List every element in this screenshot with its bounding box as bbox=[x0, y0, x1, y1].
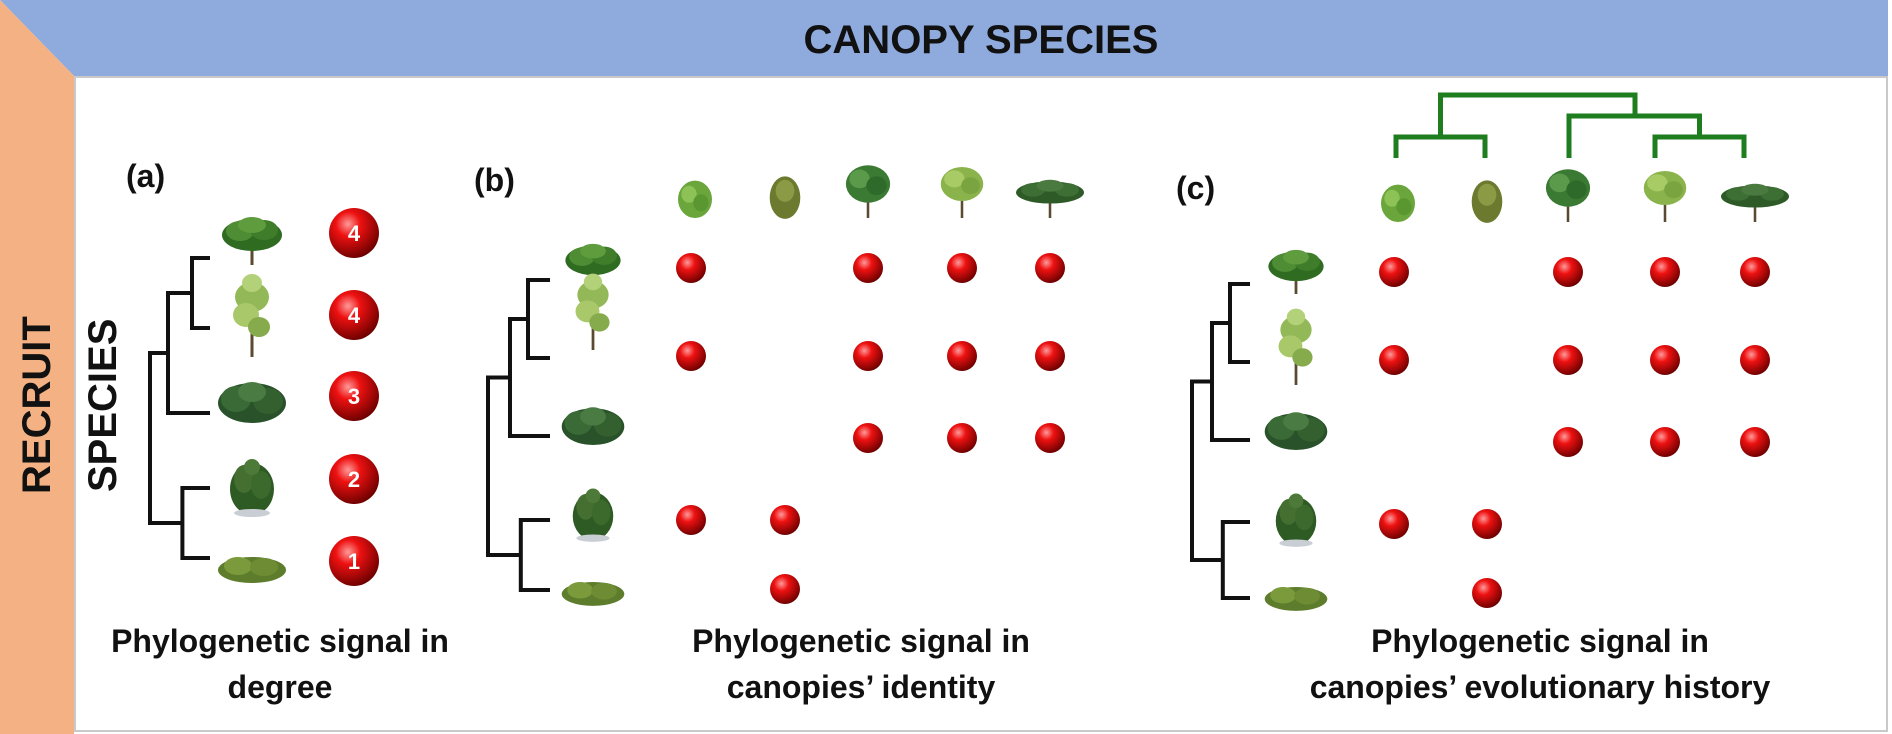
panel-a-shrub-icon bbox=[230, 459, 274, 517]
panel-a-degree-ball-1-label: 4 bbox=[348, 221, 361, 246]
panel-b-canopy-conical-bush-icon bbox=[769, 176, 801, 219]
panel-c-interaction-2-4 bbox=[1650, 345, 1680, 375]
panel-a-sparse-tree-icon bbox=[233, 274, 270, 357]
panel-b-recruit-tree-clade-4-5 bbox=[518, 518, 550, 592]
panel-b-interaction-5-2 bbox=[770, 574, 800, 604]
panel-c-recruit-low-shrub-icon bbox=[1264, 587, 1328, 611]
recruit-species-band bbox=[0, 0, 74, 734]
panel-b-interaction-3-5 bbox=[1035, 423, 1065, 453]
panel-b-caption-line-1: Phylogenetic signal in bbox=[692, 623, 1030, 659]
panel-b-interaction-1-5 bbox=[1035, 253, 1065, 283]
panel-c-interaction-1-5 bbox=[1740, 257, 1770, 287]
panel-c-canopy-small-bush-icon bbox=[1381, 184, 1415, 222]
panel-c-interaction-3-3 bbox=[1553, 427, 1583, 457]
panel-b-interaction-2-5 bbox=[1035, 341, 1065, 371]
panel-c-interaction-3-4 bbox=[1650, 427, 1680, 457]
panel-c-recruit-sparse-tree-icon bbox=[1278, 308, 1313, 385]
panel-b-caption-line-2: canopies’ identity bbox=[726, 669, 996, 705]
panel-c-recruit-tree-clade-4-5 bbox=[1220, 520, 1250, 600]
panel-a-recruit-tree-clade-1-3 bbox=[166, 291, 210, 415]
panel-b-recruit-sparse-tree-icon bbox=[575, 273, 610, 350]
panel-c-canopy-broad-tree-icon bbox=[1545, 169, 1591, 222]
panel-a-degree-ball-2 bbox=[329, 290, 379, 340]
panel-b-canopy-broad-tree-icon bbox=[845, 165, 891, 218]
panel-b-interaction-1-1 bbox=[676, 253, 706, 283]
panel-c-recruit-bush-icon bbox=[1264, 412, 1328, 450]
panel-c-interaction-2-3 bbox=[1553, 345, 1583, 375]
panel-a-degree-ball-3 bbox=[329, 371, 379, 421]
panel-a-label: (a) bbox=[126, 158, 166, 194]
canopy-species-title: CANOPY SPECIES bbox=[803, 18, 1159, 62]
panel-b-interaction-1-3 bbox=[853, 253, 883, 283]
panel-a-recruit-tree-clade-4-5 bbox=[180, 486, 210, 560]
panel-b-canopy-wide-tree-icon bbox=[1016, 179, 1084, 218]
panel-a-bush-icon bbox=[218, 382, 286, 423]
panel-c-interaction-1-4 bbox=[1650, 257, 1680, 287]
panel-b-interaction-3-3 bbox=[853, 423, 883, 453]
panel-c-interaction-2-1 bbox=[1379, 345, 1409, 375]
panel-a-degree-ball-5 bbox=[329, 536, 379, 586]
panel-b-caption: Phylogenetic signal in canopies’ identit… bbox=[636, 618, 1086, 710]
panel-a-degree-ball-4 bbox=[329, 454, 379, 504]
panel-c-caption: Phylogenetic signal in canopies’ evoluti… bbox=[1280, 618, 1800, 710]
panel-a-degree-ball-4-label: 2 bbox=[348, 467, 360, 492]
panel-b-interaction-2-1 bbox=[676, 341, 706, 371]
panel-c-interaction-4-1 bbox=[1379, 509, 1409, 539]
panel-b-interaction-4-2 bbox=[770, 505, 800, 535]
panel-c-interaction-1-1 bbox=[1379, 257, 1409, 287]
panel-b-interaction-1-4 bbox=[947, 253, 977, 283]
panel-b-interaction-2-4 bbox=[947, 341, 977, 371]
panel-c-canopy-light-tree-icon bbox=[1643, 171, 1687, 222]
panel-a-recruit-tree-clade-1-2 bbox=[190, 256, 210, 330]
panel-b-interaction-3-4 bbox=[947, 423, 977, 453]
panel-b-recruit-tree-root bbox=[486, 375, 521, 557]
canopy-tree-clade-4-5 bbox=[1652, 134, 1747, 158]
panel-a-low-shrub-icon bbox=[218, 557, 286, 583]
panel-b-canopy-small-bush-icon bbox=[678, 180, 712, 218]
panel-a-caption: Phylogenetic signal in degree bbox=[80, 618, 480, 710]
panel-a-degree-ball-3-label: 3 bbox=[348, 384, 360, 409]
panel-c-interaction-3-5 bbox=[1740, 427, 1770, 457]
panel-c-recruit-tree-root bbox=[1190, 379, 1223, 562]
panel-a-caption-line-2: degree bbox=[227, 669, 333, 705]
panel-c-canopy-conical-bush-icon bbox=[1471, 180, 1503, 223]
panel-c-recruit-round-tree-icon bbox=[1268, 249, 1324, 294]
panel-b-recruit-low-shrub-icon bbox=[561, 582, 625, 606]
panel-b-interaction-2-3 bbox=[853, 341, 883, 371]
panel-a-degree-ball-1 bbox=[329, 208, 379, 258]
panel-b-recruit-tree-clade-1-2 bbox=[526, 278, 550, 360]
panel-c-interaction-1-3 bbox=[1553, 257, 1583, 287]
canopy-tree-root bbox=[1438, 92, 1638, 137]
panel-c-recruit-tree-clade-1-2 bbox=[1228, 282, 1250, 364]
panel-a-caption-line-1: Phylogenetic signal in bbox=[111, 623, 449, 659]
panel-a-degree-ball-5-label: 1 bbox=[348, 549, 360, 574]
panel-c-caption-line-2: canopies’ evolutionary history bbox=[1309, 669, 1771, 705]
panel-c-interaction-2-5 bbox=[1740, 345, 1770, 375]
figure-frame bbox=[74, 76, 1888, 732]
panel-c-canopy-wide-tree-icon bbox=[1721, 183, 1789, 222]
panel-b-canopy-light-tree-icon bbox=[940, 167, 984, 218]
panel-c-interaction-4-2 bbox=[1472, 509, 1502, 539]
panel-a-recruit-tree-root bbox=[148, 351, 183, 525]
panel-b-recruit-shrub-icon bbox=[572, 488, 614, 542]
panel-b-interaction-4-1 bbox=[676, 505, 706, 535]
panel-c-label: (c) bbox=[1176, 170, 1216, 206]
panel-b-recruit-bush-icon bbox=[561, 407, 625, 445]
panel-b-recruit-round-tree-icon bbox=[565, 243, 621, 288]
panel-c-caption-line-1: Phylogenetic signal in bbox=[1371, 623, 1709, 659]
panel-a-degree-ball-2-label: 4 bbox=[348, 303, 361, 328]
panel-b-label: (b) bbox=[474, 162, 515, 198]
panel-c-interaction-5-2 bbox=[1472, 578, 1502, 608]
canopy-tree-clade-1-2 bbox=[1393, 134, 1488, 158]
panel-a-round-tree-icon bbox=[222, 217, 282, 265]
canopy-species-band bbox=[0, 0, 1888, 76]
panel-c-recruit-shrub-icon bbox=[1275, 493, 1317, 547]
